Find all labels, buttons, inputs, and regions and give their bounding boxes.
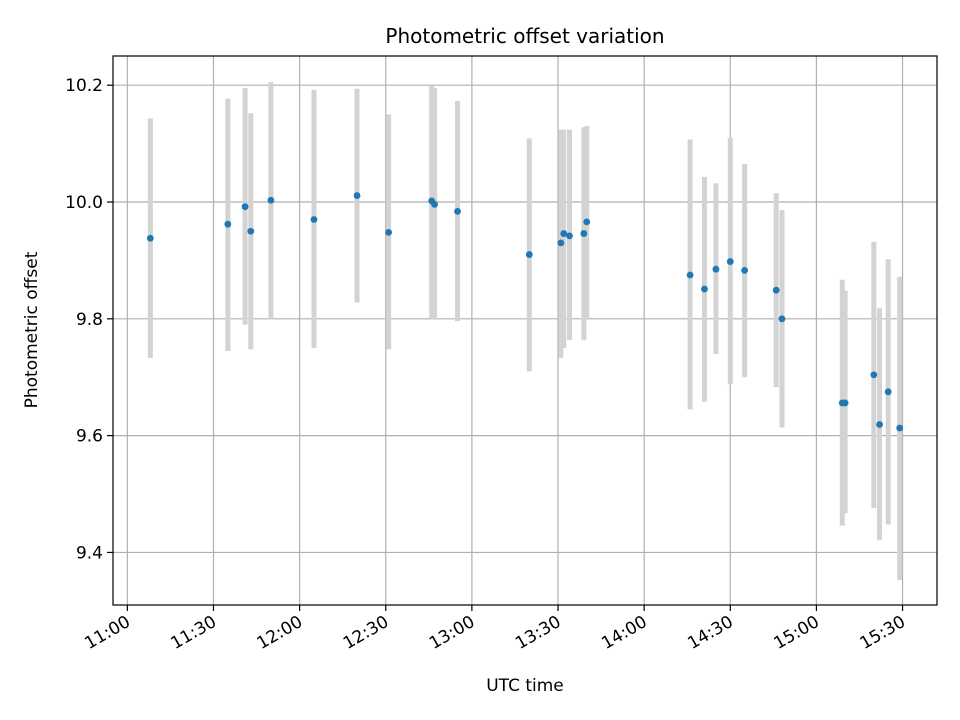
x-axis-label: UTC time [486, 676, 564, 696]
y-axis-ticks: 9.4 9.6 9.8 10.0 10.2 [65, 76, 113, 563]
data-point [310, 216, 318, 223]
data-point [566, 232, 573, 240]
y-axis-label: Photometric offset [22, 251, 42, 408]
chart-title: Photometric offset variation [385, 24, 664, 48]
data-point [686, 271, 694, 279]
data-point [870, 371, 878, 379]
data-point [267, 196, 275, 204]
data-point [583, 218, 591, 226]
data-point [741, 266, 749, 274]
data-point [454, 207, 461, 215]
data-point [557, 239, 565, 247]
data-point [876, 421, 883, 428]
data-point [224, 220, 232, 228]
data-point [841, 399, 849, 407]
y-tick-label: 9.4 [76, 543, 103, 563]
data-point [701, 285, 708, 293]
data-point [385, 228, 393, 236]
data-point [560, 230, 568, 237]
data-point [431, 200, 438, 208]
data-point [726, 258, 734, 265]
data-point [772, 286, 780, 294]
y-tick-label: 9.8 [76, 310, 103, 330]
data-point [778, 315, 786, 323]
data-point [241, 203, 249, 211]
y-tick-label: 9.6 [76, 427, 103, 447]
data-point [525, 251, 533, 258]
data-points [146, 192, 904, 432]
y-tick-label: 10.0 [65, 193, 103, 213]
plot-frame [112, 55, 938, 606]
data-point [712, 265, 720, 273]
data-point [580, 230, 588, 237]
data-point [247, 227, 255, 235]
y-tick-label: 10.2 [65, 76, 103, 96]
data-point [884, 388, 892, 396]
data-point [146, 234, 154, 242]
data-point [896, 424, 904, 432]
data-point [353, 192, 361, 199]
